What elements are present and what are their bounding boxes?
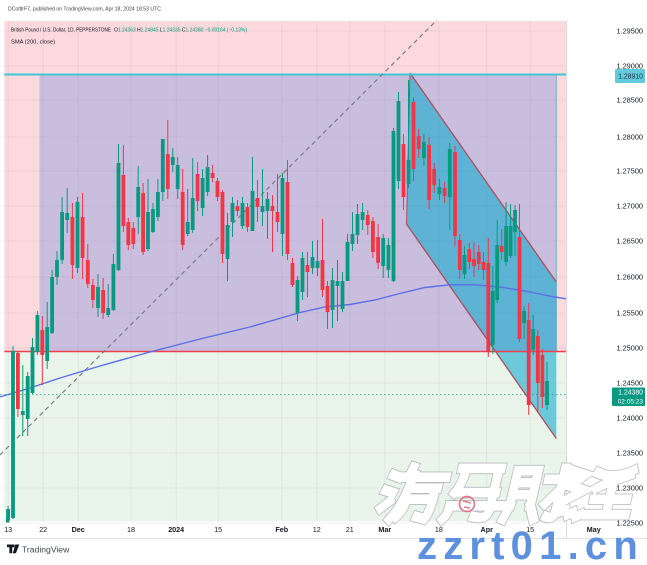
svg-text:May: May [587, 525, 601, 534]
svg-text:1.26500: 1.26500 [617, 239, 644, 246]
svg-text:Dec: Dec [72, 525, 85, 534]
svg-text:1.23000: 1.23000 [617, 486, 644, 493]
svg-text:18: 18 [127, 525, 135, 534]
svg-text:1.28000: 1.28000 [617, 135, 644, 142]
svg-text:13: 13 [4, 525, 12, 534]
svg-text:British Pound / U.S. Dollar, 1: British Pound / U.S. Dollar, 1D, PEPPERS… [11, 28, 111, 34]
svg-text:1.25500: 1.25500 [617, 311, 644, 318]
svg-text:1.24500: 1.24500 [617, 381, 644, 388]
svg-text:1.29000: 1.29000 [617, 64, 644, 71]
svg-text:15: 15 [526, 525, 534, 534]
svg-text:2024: 2024 [168, 525, 184, 534]
svg-text:1.26000: 1.26000 [617, 275, 644, 282]
svg-text:22: 22 [39, 525, 47, 534]
svg-text:15: 15 [214, 525, 222, 534]
svg-text:1.23500: 1.23500 [617, 451, 644, 458]
svg-text:1.27000: 1.27000 [617, 204, 644, 211]
svg-text:18: 18 [435, 525, 443, 534]
svg-text:zzrt01.cn: zzrt01.cn [417, 524, 644, 565]
svg-text:02:05:23: 02:05:23 [618, 399, 644, 406]
svg-text:SMA (200, close): SMA (200, close) [11, 40, 55, 46]
svg-text:1.28910: 1.28910 [618, 74, 643, 81]
svg-text:TradingView: TradingView [22, 545, 70, 555]
svg-text:1.24380: 1.24380 [618, 390, 643, 397]
svg-text:1.28500: 1.28500 [617, 98, 644, 105]
svg-text:Apr: Apr [481, 525, 494, 534]
svg-text:1.29500: 1.29500 [617, 29, 644, 36]
svg-text:1.27500: 1.27500 [617, 169, 644, 176]
svg-text:Feb: Feb [275, 525, 288, 534]
svg-text:1.24000: 1.24000 [617, 416, 644, 423]
svg-text:21: 21 [346, 525, 354, 534]
svg-text:DCottlrF7, published on Tradin: DCottlrF7, published on TradingView.com,… [8, 7, 161, 13]
svg-text:1.22500: 1.22500 [617, 521, 644, 528]
svg-text:1.25000: 1.25000 [617, 346, 644, 353]
svg-text:O1.24363 H1.24845 L1.24335 C1.: O1.24363 H1.24845 L1.24335 C1.24380 −0.0… [114, 28, 247, 34]
svg-text:Mar: Mar [378, 525, 391, 534]
svg-text:12: 12 [313, 525, 321, 534]
